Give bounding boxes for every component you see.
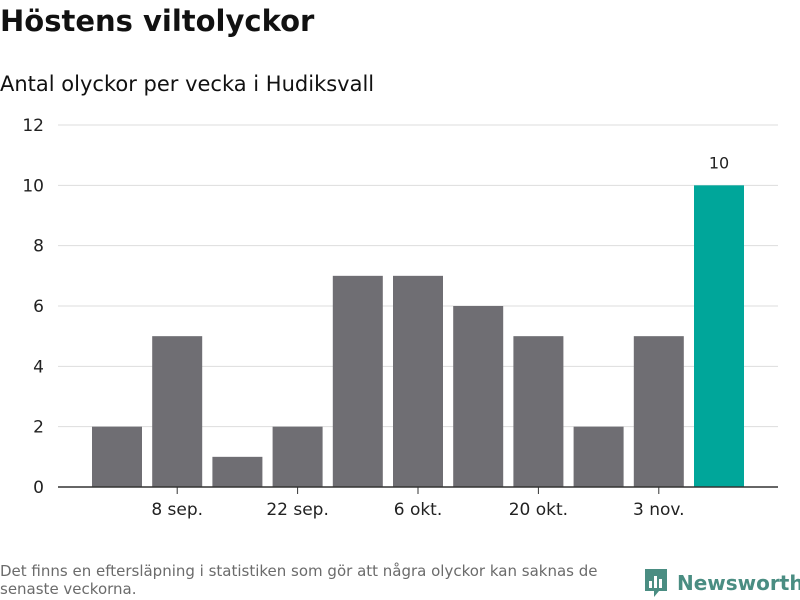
chart-title: Höstens viltolyckor [0, 4, 315, 38]
bar [152, 336, 203, 487]
bar-chart: 0 2 4 6 8 10 12 10 8 sep. 22 sep. 6 okt. 20 okt. 3 n… [22, 116, 778, 520]
data-label: 10 [709, 153, 729, 172]
x-tick-label: 6 okt. [394, 500, 443, 520]
bar [513, 336, 564, 487]
x-tick-label: 8 sep. [151, 500, 203, 520]
x-tick-label: 20 okt. [509, 500, 568, 520]
bar [332, 275, 383, 487]
bar [272, 426, 323, 487]
chart-subtitle: Antal olyckor per vecka i Hudiksvall [0, 72, 375, 96]
y-tick-label: 2 [33, 418, 44, 438]
y-tick-label: 12 [22, 116, 44, 136]
bar [212, 456, 263, 487]
y-tick-label: 4 [33, 357, 44, 377]
footnote: Det finns en eftersläpning i statistiken… [0, 562, 598, 598]
y-tick-label: 0 [33, 478, 44, 498]
brand-logo: Newsworthy [643, 566, 800, 600]
bar [573, 426, 624, 487]
bar [92, 426, 142, 487]
y-tick-label: 8 [33, 237, 44, 257]
bar [633, 336, 684, 487]
bar [453, 306, 504, 487]
newsworthy-logo-icon [645, 569, 667, 597]
x-tick-label: 22 sep. [266, 500, 329, 520]
brand-name: Newsworthy [677, 571, 800, 595]
x-tick-label: 3 nov. [633, 500, 685, 520]
y-tick-label: 6 [33, 297, 44, 317]
bar [694, 185, 744, 488]
bar [393, 275, 443, 487]
y-tick-label: 10 [22, 176, 44, 196]
